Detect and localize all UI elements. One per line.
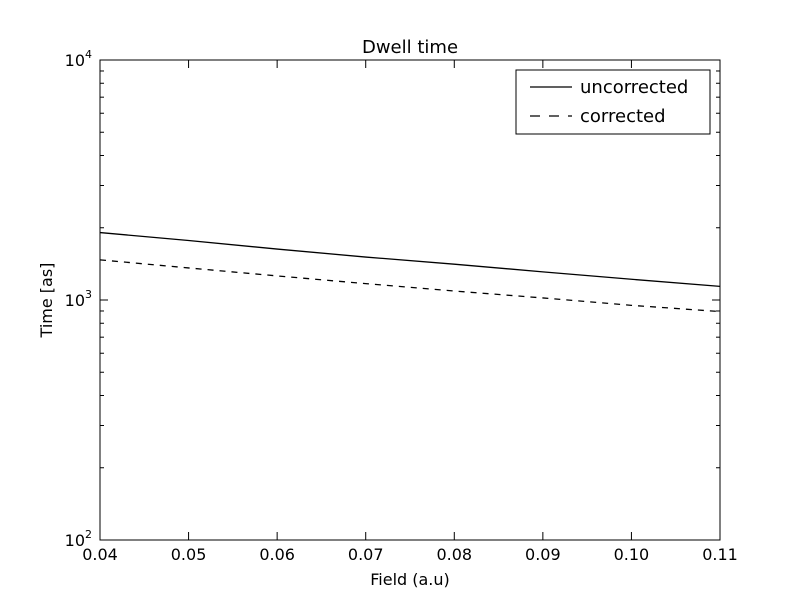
y-axis-label: Time [as] [37, 263, 56, 339]
x-tick-label: 0.07 [348, 545, 384, 564]
x-tick-label: 0.04 [82, 545, 118, 564]
x-tick-label: 0.10 [614, 545, 650, 564]
series-line-corrected [99, 259, 721, 313]
x-tick-label: 0.11 [702, 545, 738, 564]
x-axis-label: Field (a.u) [370, 570, 450, 589]
x-tick-label: 0.09 [525, 545, 561, 564]
legend: uncorrected corrected [515, 69, 711, 135]
x-tick-label: 0.06 [259, 545, 295, 564]
legend-label-corrected: corrected [580, 106, 666, 127]
series-line-uncorrected [99, 231, 721, 287]
y-tick-label: 103 [65, 288, 92, 310]
x-tick-label: 0.08 [436, 545, 472, 564]
x-tick-label: 0.05 [171, 545, 207, 564]
y-tick-label: 102 [65, 528, 92, 550]
y-tick-label: 104 [65, 48, 92, 70]
plot-area: 0.04 0.05 0.06 0.07 0.08 0.09 0.10 0.11 102 103 10… [65, 48, 738, 564]
chart-title: Dwell time [362, 37, 458, 58]
legend-label-uncorrected: uncorrected [580, 77, 688, 98]
legend-box [515, 69, 711, 135]
